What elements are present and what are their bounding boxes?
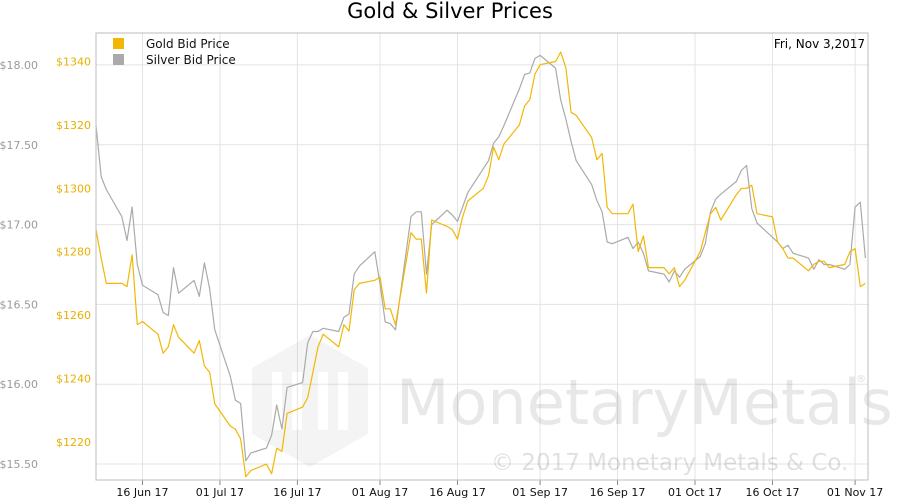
series-layer — [95, 51, 866, 478]
y-tick-label-left: $18.00 — [0, 59, 38, 72]
series-line-gold — [95, 51, 866, 478]
watermark-logo-icon — [252, 335, 368, 467]
y-tick-label-gold: $1240 — [56, 373, 91, 386]
watermark-brand-part2: Metals — [689, 366, 892, 439]
y-tick-label-gold: $1280 — [56, 246, 91, 259]
y-tick-label-left: $15.50 — [0, 458, 38, 471]
series-line-silver — [95, 54, 866, 462]
watermark-registered: ® — [856, 374, 866, 385]
plot-frame — [95, 32, 869, 481]
watermark-copyright: © 2017 Monetary Metals & Co. — [491, 450, 848, 476]
x-tick-label: 16 Jul 17 — [273, 486, 321, 499]
x-tick-label: 16 Jun 17 — [116, 486, 168, 499]
date-label: Fri, Nov 3,2017 — [774, 37, 865, 51]
legend: Gold Bid Price Silver Bid Price — [113, 37, 236, 67]
watermark-brand-part1: Monetary — [396, 366, 689, 439]
x-tick-label: 01 Nov 17 — [827, 486, 883, 499]
chart-title: Gold & Silver Prices — [347, 0, 553, 23]
legend-swatch-silver — [113, 54, 124, 65]
x-tick-label: 16 Oct 17 — [745, 486, 799, 499]
y-tick-label-left: $17.50 — [0, 139, 38, 152]
legend-swatch-gold — [113, 38, 124, 49]
y-tick-label-gold: $1260 — [56, 309, 91, 322]
x-tick-label: 01 Oct 17 — [668, 486, 722, 499]
watermark: MonetaryMetals ® © 2017 Monetary Metals … — [252, 335, 893, 476]
y-tick-label-gold: $1300 — [56, 182, 91, 195]
y-tick-label-gold: $1220 — [56, 436, 91, 449]
x-tick-label: 16 Aug 17 — [429, 486, 485, 499]
y-tick-label-left: $17.00 — [0, 219, 38, 232]
legend-label-silver: Silver Bid Price — [146, 53, 236, 67]
x-tick-label: 01 Sep 17 — [512, 486, 568, 499]
axis-labels: $15.50 $16.00 $16.50 $17.00 $17.50 $18.00 $122… — [0, 56, 883, 499]
y-tick-label-gold: $1320 — [56, 119, 91, 132]
x-tick-label: 01 Aug 17 — [352, 486, 408, 499]
y-tick-label-left: $16.00 — [0, 378, 38, 391]
gridlines — [96, 33, 868, 485]
y-tick-label-gold: $1340 — [56, 56, 91, 69]
x-tick-label: 01 Jul 17 — [196, 486, 244, 499]
watermark-brand: MonetaryMetals — [396, 366, 893, 439]
x-tick-label: 16 Sep 17 — [590, 486, 646, 499]
legend-label-gold: Gold Bid Price — [146, 37, 230, 51]
y-tick-label-left: $16.50 — [0, 298, 38, 311]
